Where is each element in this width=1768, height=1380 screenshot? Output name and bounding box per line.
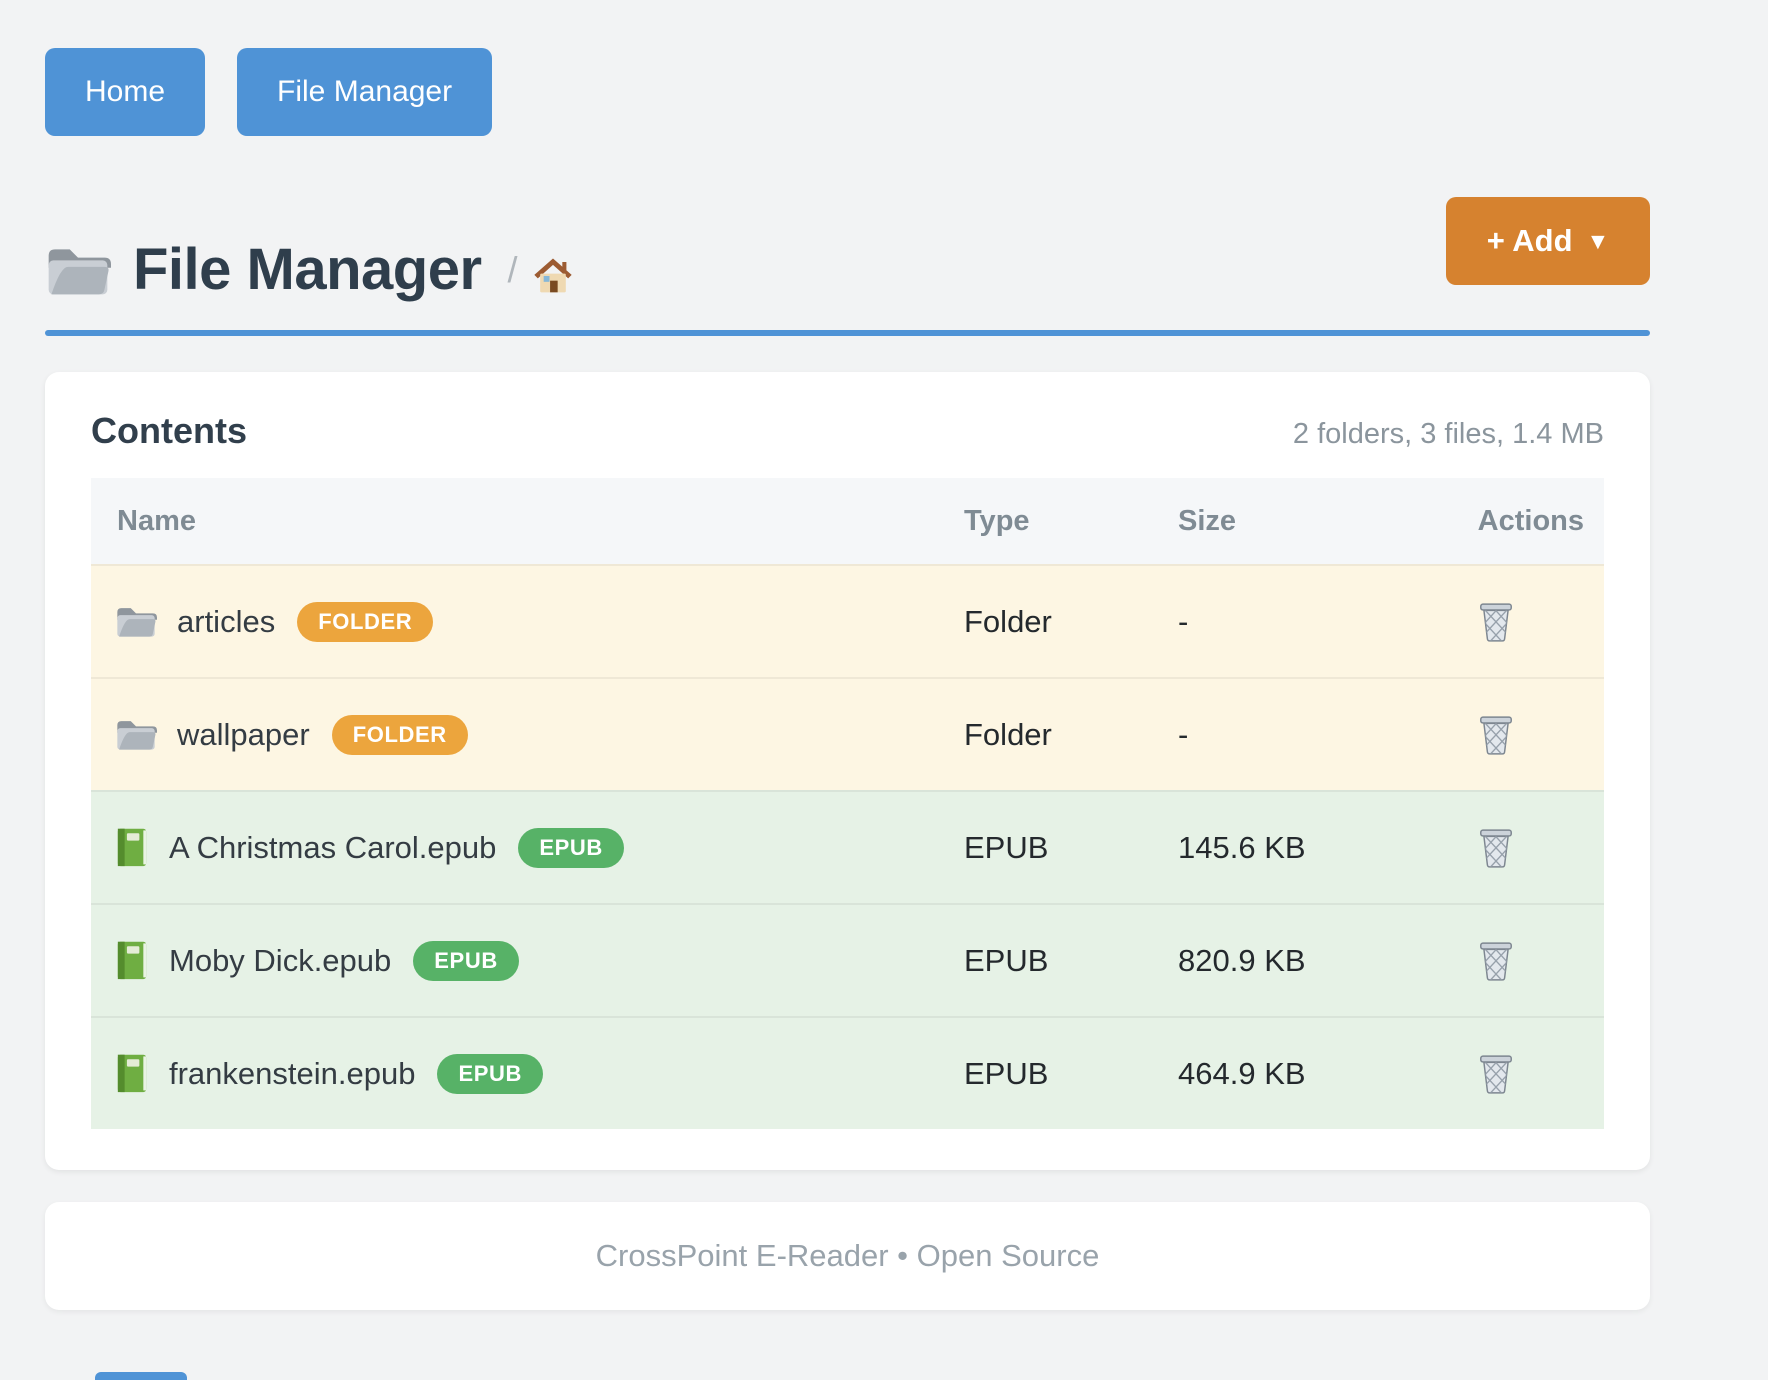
caret-down-icon: ▼ <box>1586 227 1610 254</box>
type-badge: EPUB <box>437 1053 543 1094</box>
footer-card: CrossPoint E-Reader • Open Source <box>45 1202 1650 1310</box>
name-cell: wallpaper FOLDER <box>91 714 964 755</box>
home-button[interactable]: Home <box>45 48 206 136</box>
folder-icon <box>115 602 157 642</box>
actions-cell <box>1466 827 1604 869</box>
folder-icon <box>45 243 111 297</box>
file-table: Name Type Size Actions <box>91 478 1604 1129</box>
actions-cell <box>1466 714 1604 756</box>
green-book-icon <box>115 828 149 868</box>
type-badge: EPUB <box>413 940 519 981</box>
page-header: File Manager / <box>45 236 574 303</box>
delete-button[interactable] <box>1478 601 1514 643</box>
add-button[interactable]: + Add ▼ <box>1446 197 1650 285</box>
actions-cell <box>1466 601 1604 643</box>
name-cell: articles FOLDER <box>91 601 964 642</box>
type-badge: FOLDER <box>331 714 468 755</box>
breadcrumb-separator: / <box>507 248 518 290</box>
delete-button[interactable] <box>1478 827 1514 869</box>
table-row: frankenstein.epub EPUB EPUB 464.9 KB <box>91 1016 1604 1129</box>
column-header-name: Name <box>117 504 196 537</box>
contents-card: Contents 2 folders, 3 files, 1.4 MB Name… <box>45 372 1650 1170</box>
file-size: 464.9 KB <box>1178 1055 1306 1091</box>
file-name[interactable]: Moby Dick.epub <box>169 942 392 978</box>
table-row: wallpaper FOLDER Folder - <box>91 677 1604 790</box>
contents-card-header: Contents 2 folders, 3 files, 1.4 MB <box>91 372 1604 452</box>
green-book-icon <box>115 941 149 981</box>
name-cell: Moby Dick.epub EPUB <box>91 940 964 981</box>
actions-cell <box>1466 1053 1604 1095</box>
delete-button[interactable] <box>1478 1053 1514 1095</box>
contents-title: Contents <box>91 410 247 451</box>
delete-button[interactable] <box>1478 940 1514 982</box>
file-type: EPUB <box>964 942 1049 978</box>
folder-icon <box>115 715 157 755</box>
top-nav: Home File Manager <box>45 48 493 136</box>
column-header-actions: Actions <box>1477 504 1584 537</box>
file-size: - <box>1178 603 1189 639</box>
file-type: Folder <box>964 603 1052 639</box>
file-size: 820.9 KB <box>1178 942 1306 978</box>
delete-button[interactable] <box>1478 714 1514 756</box>
file-type: EPUB <box>964 829 1049 865</box>
type-badge: EPUB <box>518 827 624 868</box>
page-title: File Manager <box>133 237 482 302</box>
house-icon[interactable] <box>532 255 574 295</box>
file-name[interactable]: articles <box>177 603 276 639</box>
footer-text: CrossPoint E-Reader • Open Source <box>595 1238 1100 1273</box>
file-manager-button[interactable]: File Manager <box>237 48 493 136</box>
file-table-header: Name Type Size Actions <box>91 478 1604 564</box>
file-type: Folder <box>964 716 1052 752</box>
actions-cell <box>1466 940 1604 982</box>
type-badge: FOLDER <box>297 601 434 642</box>
file-name[interactable]: frankenstein.epub <box>169 1055 416 1091</box>
file-size: 145.6 KB <box>1178 829 1306 865</box>
column-header-size: Size <box>1178 504 1237 537</box>
title-divider <box>45 330 1650 336</box>
file-type: EPUB <box>964 1055 1049 1091</box>
green-book-icon <box>115 1054 149 1094</box>
column-header-type: Type <box>964 504 1030 537</box>
table-row: A Christmas Carol.epub EPUB EPUB 145.6 K… <box>91 790 1604 903</box>
partially-visible-button[interactable] <box>95 1372 187 1380</box>
table-row: Moby Dick.epub EPUB EPUB 820.9 KB <box>91 903 1604 1016</box>
file-table-body: articles FOLDER Folder - <box>91 564 1604 1129</box>
file-name[interactable]: wallpaper <box>177 716 310 752</box>
file-size: - <box>1178 716 1189 752</box>
file-name[interactable]: A Christmas Carol.epub <box>169 829 497 865</box>
table-row: articles FOLDER Folder - <box>91 564 1604 677</box>
add-button-label: + Add <box>1486 223 1573 258</box>
contents-summary: 2 folders, 3 files, 1.4 MB <box>1292 418 1604 450</box>
name-cell: A Christmas Carol.epub EPUB <box>91 827 964 868</box>
name-cell: frankenstein.epub EPUB <box>91 1053 964 1094</box>
